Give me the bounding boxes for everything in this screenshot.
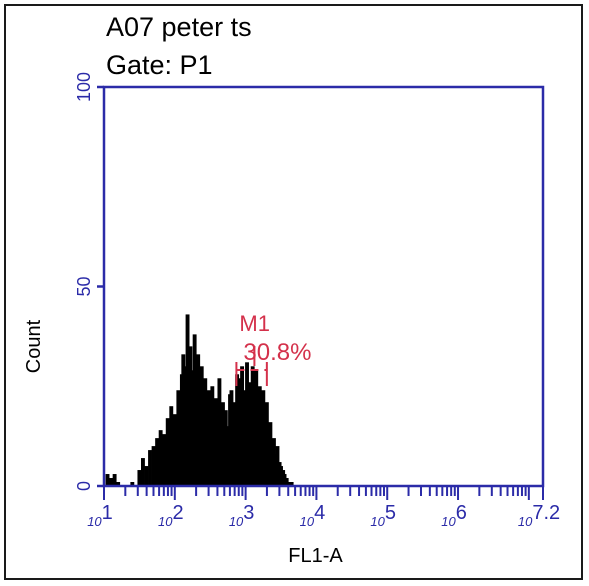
histogram-bar — [165, 418, 170, 486]
histogram-bar — [240, 366, 245, 486]
histogram-bar — [130, 482, 135, 486]
histogram-bar — [223, 410, 228, 486]
histogram-bar — [148, 450, 152, 486]
histogram-bar — [229, 390, 234, 486]
x-tick-label: 103 — [229, 502, 255, 529]
histogram-bar — [215, 422, 220, 486]
histogram-bar — [105, 474, 110, 486]
histogram-bar — [162, 434, 167, 486]
histogram-bar — [208, 414, 213, 486]
y-axis-label: Count — [23, 319, 45, 373]
x-tick-label: 104 — [300, 502, 326, 529]
x-axis-label: FL1-A — [288, 545, 343, 567]
histogram-bar — [211, 430, 216, 486]
x-tick-label: 106 — [441, 502, 467, 529]
histogram-bar — [275, 446, 280, 486]
y-tick-label: 100 — [74, 72, 94, 102]
chart-title: A07 peter ts — [106, 12, 252, 42]
histogram-bar — [236, 382, 241, 486]
histogram-bar — [169, 406, 174, 486]
histogram-bar — [194, 386, 198, 486]
histogram-bar — [183, 366, 188, 486]
histogram-bar — [218, 426, 223, 486]
y-tick-label: 50 — [74, 276, 94, 296]
histogram-bar — [137, 470, 142, 486]
histogram-bar — [155, 438, 160, 486]
histogram-bar — [144, 466, 149, 486]
histogram-bar — [190, 370, 195, 486]
x-tick-label: 107.2 — [518, 502, 560, 529]
histogram-bar — [245, 362, 249, 486]
histogram-bar — [197, 398, 202, 486]
x-tick-label: 105 — [370, 502, 396, 529]
x-tick-label: 102 — [158, 502, 184, 529]
marker-percent: 30.8% — [243, 339, 311, 366]
y-tick-label: 0 — [74, 481, 94, 491]
histogram-bar — [225, 426, 230, 486]
histogram-bar — [282, 474, 287, 486]
histogram-bar — [271, 438, 276, 486]
histogram-bar — [289, 482, 294, 486]
histogram-bar — [233, 430, 237, 486]
histogram-bar — [116, 482, 121, 486]
gate-label: Gate: P1 — [106, 50, 213, 80]
histogram-bar — [286, 482, 291, 486]
histogram-bar — [204, 398, 209, 486]
histogram-bar — [247, 382, 252, 486]
histogram-bar — [112, 474, 117, 486]
histogram-bar — [172, 414, 177, 486]
histogram-bar — [264, 402, 269, 486]
histogram-bar — [109, 478, 114, 486]
x-tick-label: 101 — [87, 502, 113, 529]
histogram-bar — [151, 446, 156, 486]
histogram-bar — [257, 386, 262, 486]
histogram-bar — [181, 354, 186, 486]
histogram-bar — [176, 390, 181, 486]
histogram-bar — [201, 406, 206, 486]
marker-name: M1 — [239, 311, 270, 336]
histogram-bar — [158, 430, 163, 486]
histogram-bar — [141, 458, 145, 486]
histogram-bar — [261, 390, 266, 486]
histogram-bar — [250, 366, 255, 486]
histogram-bar — [279, 466, 283, 486]
histogram-bar — [254, 370, 259, 486]
histogram-bar — [268, 422, 273, 486]
histogram-bar — [188, 346, 193, 486]
